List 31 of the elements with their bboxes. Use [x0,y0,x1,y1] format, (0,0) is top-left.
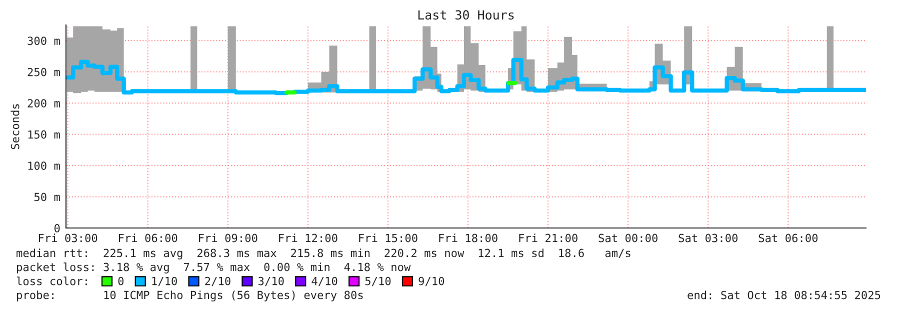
text: packet loss: 3.18 % avg 7.57 % max 0.00 % min 4.18 % now [17,262,411,274]
text: median rtt: 225.1 ms avg 268.3 ms max 215.8 ms min 220.2 ms now 12.1 ms sd 18.6 am/s [16,248,630,260]
y-tick-label: 150 m [28,130,60,139]
x-tick-label: Fri 21:00 [519,234,578,242]
y-axis-title: Seconds [10,104,20,150]
legend-label: 5/10 [365,276,391,286]
x-tick-label: Fri 12:00 [279,234,338,242]
y-tick-label: 0 [54,224,60,232]
text: probe: 10 ICMP Echo Pings (56 Bytes) every 80s [17,290,363,302]
x-tick-label: Fri 09:00 [199,234,258,242]
legend-label: 1/10 [152,276,177,286]
x-tick-label: Fri 06:00 [118,234,178,242]
legend-label: 4/10 [312,276,338,286]
legend-label: 9/10 [418,276,444,286]
legend-title: loss color: [16,276,87,286]
x-tick-label: Sat 03:00 [678,234,738,242]
legend-label: 0 [118,276,124,286]
x-tick-label: Fri 03:00 [38,234,98,242]
x-tick-label: Fri 18:00 [439,234,498,242]
legend-label: 3/10 [258,276,284,286]
y-tick-label: 100 m [28,162,60,170]
text: end: Sat Oct 18 08:54:55 2025 [688,290,880,300]
x-tick-label: Sat 00:00 [598,234,658,242]
y-tick-label: 50 m [34,192,60,202]
y-tick-label: 200 m [28,99,60,108]
chart-title: Last 30 Hours [418,10,514,20]
x-tick-label: Sat 06:00 [758,234,818,242]
x-tick-label: Fri 15:00 [359,234,418,242]
legend-label: 2/10 [205,276,230,286]
y-tick-label: 250 m [28,68,60,76]
y-tick-label: 300 m [28,36,60,46]
